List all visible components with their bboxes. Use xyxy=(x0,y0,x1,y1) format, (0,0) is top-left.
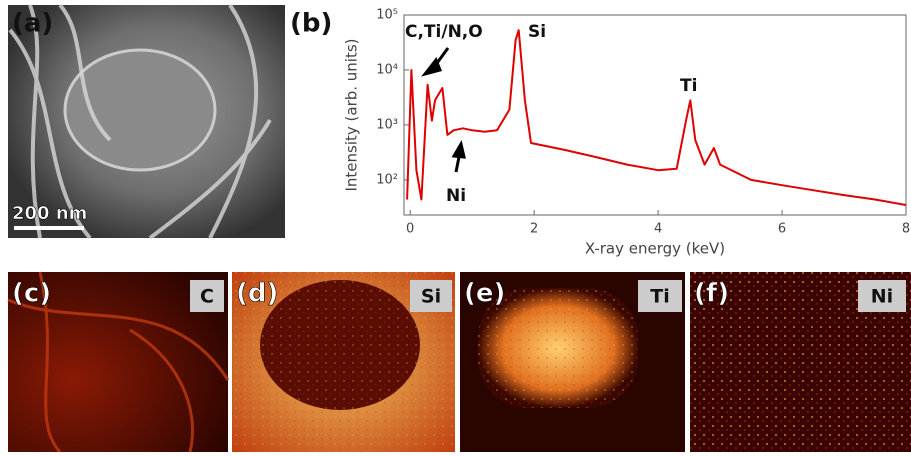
annotation: Ti xyxy=(680,76,697,96)
y-tick-label: 10³ xyxy=(376,117,398,132)
annotation: Si xyxy=(528,22,546,42)
y-tick-label: 10⁵ xyxy=(376,8,398,23)
x-tick-label: 4 xyxy=(654,222,662,237)
scale-bar xyxy=(14,226,84,230)
element-label: C xyxy=(200,286,214,308)
y-tick-label: 10⁴ xyxy=(376,62,398,77)
plot-frame xyxy=(404,15,906,215)
panel-label: (f) xyxy=(694,279,729,309)
element-label: Ti xyxy=(650,286,669,308)
x-tick-label: 2 xyxy=(530,222,538,237)
panel-label: (d) xyxy=(236,279,278,309)
panel-label: (e) xyxy=(464,279,505,309)
panel-label: (a) xyxy=(12,9,53,39)
panel-label: (c) xyxy=(12,279,51,309)
y-axis-label: Intensity (arb. units) xyxy=(343,38,361,191)
x-tick-label: 8 xyxy=(902,222,910,237)
panel-label: (b) xyxy=(290,9,332,39)
particle xyxy=(65,50,215,170)
y-tick-label: 10² xyxy=(376,172,398,187)
figure: (a) 200 nm (b) 0 2 4 6 8 10² 10³ 10⁴ 10⁵ X-ray en… xyxy=(0,0,911,452)
x-tick-label: 0 xyxy=(406,222,414,237)
element-label: Ni xyxy=(871,286,893,308)
x-axis-label: X-ray energy (keV) xyxy=(585,240,725,258)
spectrum-chart: 0 2 4 6 8 10² 10³ 10⁴ 10⁵ X-ray energy (keV) Inten… xyxy=(343,8,911,258)
spectrum-line xyxy=(407,30,906,205)
element-label: Si xyxy=(421,286,441,308)
x-tick-label: 6 xyxy=(778,222,786,237)
annotation: Ni xyxy=(446,186,466,206)
scale-bar-label: 200 nm xyxy=(12,203,87,224)
annotation: C,Ti/N,O xyxy=(405,22,483,42)
